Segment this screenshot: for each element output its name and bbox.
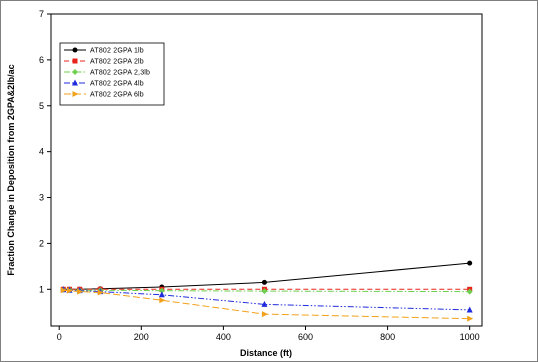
x-axis: 0 200 400 600 800 1000: [57, 326, 480, 342]
x-tick-label: 0: [57, 332, 62, 342]
legend-marker: [72, 47, 78, 53]
y-tick-label: 7: [39, 9, 44, 19]
data-point: [159, 297, 166, 304]
data-point: [77, 288, 84, 295]
x-axis-label: Distance (ft): [240, 348, 292, 358]
x-tick-label: 800: [380, 332, 395, 342]
y-tick-label: 6: [39, 55, 44, 65]
legend-label: AT802 2GPA 2lb: [90, 59, 144, 66]
data-point: [97, 289, 104, 296]
x-tick-label: 1000: [460, 332, 480, 342]
legend-label: AT802 2GPA 4lb: [90, 81, 144, 88]
series-layer: [60, 260, 474, 322]
legend-label: AT802 2GPA 1lb: [90, 48, 144, 55]
y-tick-label: 1: [39, 284, 44, 294]
data-point: [158, 287, 165, 294]
data-point: [66, 287, 73, 294]
legend-marker: [72, 58, 78, 64]
y-tick-label: 4: [39, 147, 44, 157]
data-point: [261, 279, 267, 285]
legend-label: AT802 2GPA 6lb: [90, 92, 144, 99]
legend: AT802 2GPA 1lb AT802 2GPA 2lb AT802 2GPA 2…: [59, 42, 165, 106]
y-tick-label: 2: [39, 238, 44, 248]
x-tick-label: 400: [216, 332, 231, 342]
y-axis: 1 2 3 4 5 6 7: [39, 9, 51, 294]
legend-marker: [72, 69, 78, 75]
data-point: [466, 306, 473, 313]
legend-label: AT802 2GPA 2,3lb: [90, 70, 150, 77]
data-point: [466, 288, 473, 295]
data-point: [261, 288, 268, 295]
legend-marker: [72, 79, 78, 86]
x-tick-label: 600: [298, 332, 313, 342]
data-point: [467, 260, 473, 266]
series-5: [60, 287, 474, 322]
y-axis-label: Fraction Change in Deposition from 2GPA&…: [6, 64, 16, 275]
data-point: [261, 300, 268, 307]
data-point: [261, 311, 268, 318]
y-tick-label: 3: [39, 193, 44, 203]
legend-box: [59, 42, 165, 106]
y-tick-label: 5: [39, 101, 44, 111]
data-point: [60, 287, 67, 294]
data-point: [467, 315, 474, 322]
x-tick-label: 200: [134, 332, 149, 342]
data-point: [158, 291, 165, 298]
legend-marker: [72, 91, 79, 97]
